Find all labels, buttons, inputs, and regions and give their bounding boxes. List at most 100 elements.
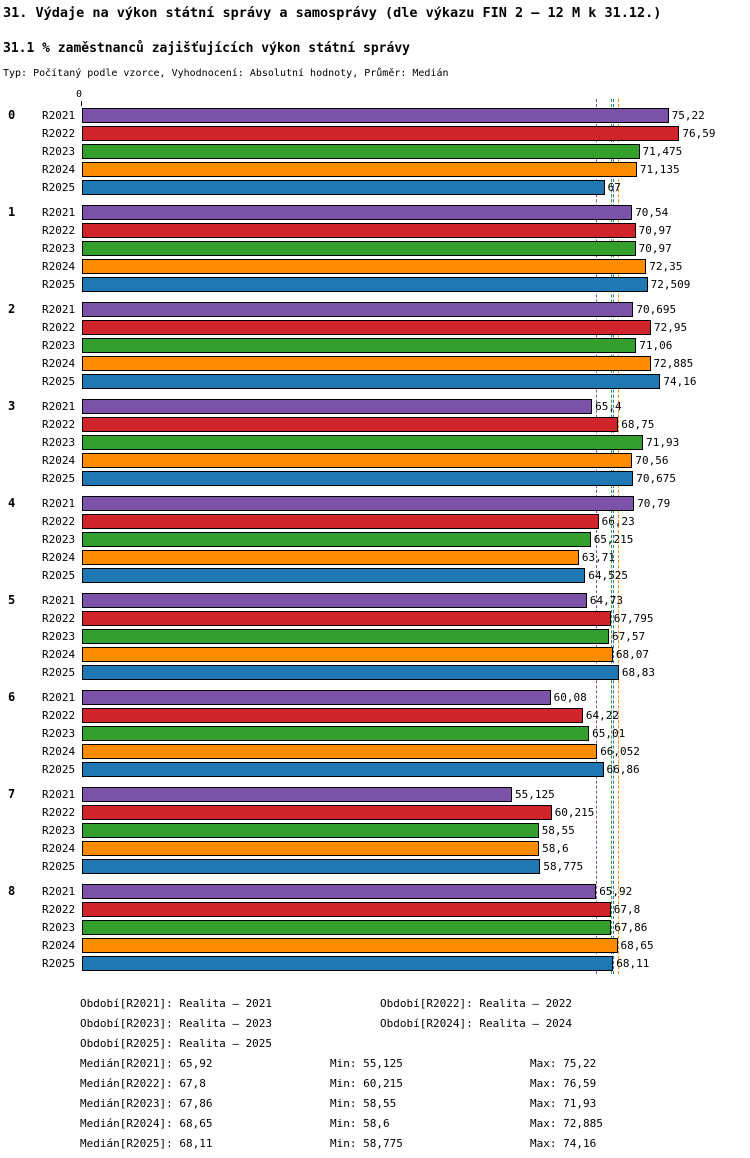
legend: Období[R2021]: Realita – 2021 Období[R20…	[0, 994, 750, 1154]
bar-value-label: 71,06	[639, 338, 673, 352]
series-label: R2022	[42, 902, 76, 916]
bar-R2021	[82, 689, 551, 705]
bar-R2024	[82, 355, 651, 371]
bar-R2024	[82, 258, 647, 274]
chart-subtitle: 31.1 % zaměstnanců zajišťujících výkon s…	[3, 41, 410, 56]
bar-R2025	[82, 858, 541, 874]
series-label: R2023	[42, 241, 76, 255]
bar-value-label: 70,675	[636, 471, 677, 485]
series-label: R2023	[42, 144, 76, 158]
series-label: R2021	[42, 690, 76, 704]
axis-origin-label: 0	[76, 89, 83, 100]
bar-row: R2025 58,775	[0, 857, 750, 875]
series-label: R2024	[42, 453, 76, 467]
bar-R2023	[82, 434, 644, 450]
legend-period: Období[R2022]: Realita – 2022	[380, 997, 573, 1010]
bar-row: R2022 60,215	[0, 803, 750, 821]
median-stat: Medián[R2025]: 68,11	[80, 1137, 213, 1150]
bar-group: 1 R2021 70,54 R2022 70,97 R2023 70,97 R2024 72,3…	[0, 203, 750, 293]
bar-value-label: 66,23	[601, 514, 635, 528]
bar-R2022	[82, 513, 599, 529]
bar-value-label: 58,55	[541, 823, 575, 837]
bar-value-label: 64,22	[585, 708, 620, 722]
bar-row: R2024 72,35	[0, 257, 750, 275]
bar-row: R2024 70,56	[0, 451, 750, 469]
bar-R2021	[82, 883, 597, 899]
bar-row: R2021 70,54	[0, 203, 750, 221]
series-label: R2025	[42, 180, 76, 194]
bar-group: 3 R2021 65,4 R2022 68,75 R2023 71,93 R2024 70,56…	[0, 397, 750, 487]
bar-value-label: 68,65	[620, 938, 654, 952]
bar-value-label: 60,08	[553, 690, 587, 704]
series-label: R2023	[42, 920, 76, 934]
series-label: R2022	[42, 805, 76, 819]
series-label: R2021	[42, 496, 76, 510]
bar-value-label: 65,92	[599, 884, 633, 898]
bar-R2024	[82, 549, 579, 565]
value-axis: 0	[0, 89, 750, 106]
legend-stats: Medián[R2021]: 65,92 Min: 55,125 Max: 75…	[80, 1054, 750, 1154]
bar-value-label: 70,56	[635, 453, 669, 467]
bar-row: R2023 67,57	[0, 627, 750, 645]
bar-R2022	[82, 610, 611, 626]
bar-row: R2021 60,08	[0, 688, 750, 706]
bar-row: R2024 58,6	[0, 839, 750, 857]
bar-value-label: 72,509	[650, 277, 691, 291]
legend-period: Období[R2024]: Realita – 2024	[380, 1017, 573, 1030]
bar-value-label: 72,885	[653, 356, 694, 370]
median-line-R2025	[613, 99, 615, 974]
min-stat: Min: 58,55	[330, 1097, 397, 1110]
bar-row: R2024 63,71	[0, 548, 750, 566]
bar-row: R2022 76,59	[0, 124, 750, 142]
min-stat: Min: 58,775	[330, 1137, 403, 1150]
bar-value-label: 68,75	[621, 417, 655, 431]
bar-row: R2023 65,215	[0, 530, 750, 548]
bar-R2024	[82, 161, 637, 177]
legend-stat-row: Medián[R2022]: 67,8 Min: 60,215 Max: 76,…	[80, 1074, 750, 1094]
bar-R2022	[82, 901, 611, 917]
bar-row: R2023 65,01	[0, 724, 750, 742]
legend-stat-row: Medián[R2021]: 65,92 Min: 55,125 Max: 75…	[80, 1054, 750, 1074]
min-stat: Min: 60,215	[330, 1077, 403, 1090]
bar-R2023	[82, 628, 609, 644]
bar-value-label: 71,93	[646, 435, 680, 449]
series-label: R2025	[42, 568, 76, 582]
bar-value-label: 67,8	[613, 902, 641, 916]
bar-row: R2021 75,22	[0, 106, 750, 124]
legend-period: Období[R2021]: Realita – 2021	[80, 997, 273, 1010]
series-label: R2022	[42, 611, 76, 625]
max-stat: Max: 72,885	[530, 1117, 603, 1130]
group-label: 6	[8, 690, 16, 704]
series-label: R2025	[42, 956, 76, 970]
bar-value-label: 76,59	[682, 126, 716, 140]
series-label: R2022	[42, 126, 76, 140]
bar-R2025	[82, 761, 604, 777]
bar-row: R2025 66,86	[0, 760, 750, 778]
bar-value-label: 72,95	[654, 320, 688, 334]
bar-R2021	[82, 786, 512, 802]
bar-row: R2021 64,73	[0, 591, 750, 609]
bar-R2024	[82, 840, 540, 856]
bar-value-label: 65,4	[595, 399, 622, 413]
bar-row: R2023 70,97	[0, 239, 750, 257]
median-line-R2021	[596, 99, 598, 974]
bar-value-label: 64,525	[588, 568, 629, 582]
bar-R2025	[82, 276, 648, 292]
bar-value-label: 60,215	[554, 805, 595, 819]
median-stat: Medián[R2024]: 68,65	[80, 1117, 213, 1130]
bar-R2021	[82, 592, 587, 608]
series-label: R2024	[42, 647, 76, 661]
bar-row: R2022 67,8	[0, 900, 750, 918]
series-label: R2022	[42, 514, 76, 528]
bar-R2023	[82, 240, 636, 256]
bar-row: R2025 64,525	[0, 566, 750, 584]
bar-chart: 0 R2021 75,22 R2022 76,59 R2023 71,475 R2024 71,…	[0, 99, 750, 974]
series-label: R2024	[42, 841, 76, 855]
bar-R2025	[82, 470, 634, 486]
bar-row: R2022 64,22	[0, 706, 750, 724]
group-label: 5	[8, 593, 16, 607]
bar-value-label: 55,125	[515, 787, 555, 801]
max-stat: Max: 71,93	[530, 1097, 597, 1110]
bar-row: R2025 68,83	[0, 663, 750, 681]
bar-group: 5 R2021 64,73 R2022 67,795 R2023 67,57 R2024 68,…	[0, 591, 750, 681]
